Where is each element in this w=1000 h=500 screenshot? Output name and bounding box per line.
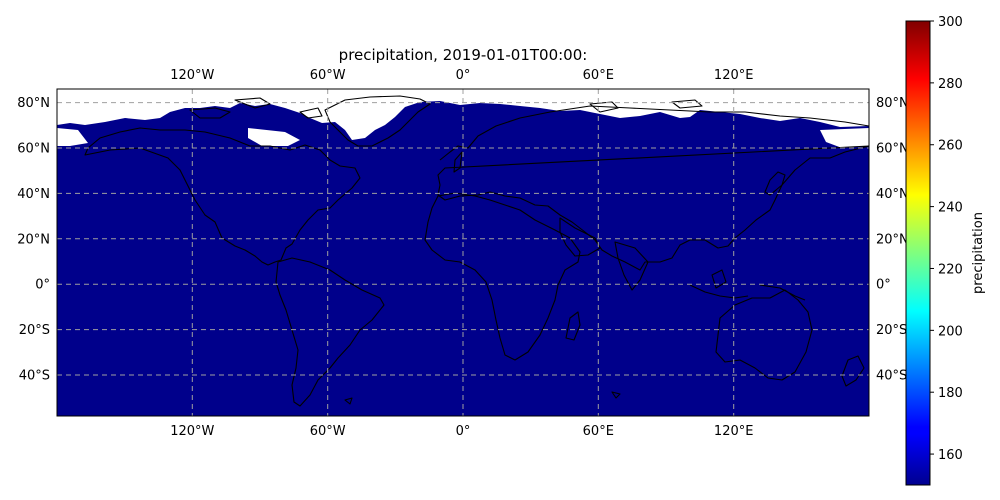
missing-data-region-3 (57, 128, 88, 146)
coastline-indonesia (689, 269, 806, 301)
coastline-india (614, 241, 649, 291)
colorbar-ticks: 160 180 200 220 240 260 280 300 (930, 15, 963, 463)
coastline-madagascar (565, 311, 581, 341)
map-panel (57, 89, 869, 416)
left-lat-label-40n: 40°N (17, 187, 50, 202)
colorbar-label: precipitation (971, 212, 986, 294)
bottom-lon-label-60e: 60°E (583, 424, 614, 439)
coastline-new-zealand (841, 355, 865, 387)
colorbar-tick-label-180: 180 (938, 386, 963, 401)
colorbar-tick-label-300: 300 (938, 15, 963, 30)
left-lat-label-20s: 20°S (19, 323, 50, 338)
right-lat-label-60n: 60°N (876, 142, 909, 157)
coastline-north-america (84, 127, 361, 266)
left-lat-label-20n: 20°N (17, 232, 50, 247)
coastline-uk (453, 151, 463, 173)
top-lon-label-60w: 60°W (310, 68, 346, 83)
coastline-australia (715, 289, 813, 381)
coastline-arabia (559, 217, 601, 257)
colorbar-gradient (905, 20, 931, 486)
colorbar-tick-label-160: 160 (938, 448, 963, 463)
missing-data-region-2 (248, 128, 300, 146)
coastline-africa (424, 192, 581, 361)
colorbar-tick-label-260: 260 (938, 139, 963, 154)
right-lat-label-40s: 40°S (876, 369, 907, 384)
coastline-greenland (324, 95, 431, 147)
bottom-lon-label-0: 0° (456, 424, 471, 439)
right-lat-label-40n: 40°N (876, 187, 909, 202)
bottom-lon-label-60w: 60°W (310, 424, 346, 439)
chart-title: precipitation, 2019-01-01T00:00: (339, 46, 588, 64)
left-lat-label-60n: 60°N (17, 142, 50, 157)
top-lon-label-120w: 120°W (170, 68, 214, 83)
missing-data-region-4 (820, 128, 869, 148)
bottom-lon-label-120w: 120°W (170, 424, 214, 439)
colorbar-tick-label-280: 280 (938, 77, 963, 92)
colorbar: 160 180 200 220 240 260 280 300 precipitation (905, 15, 986, 486)
map-frame (56, 88, 870, 417)
top-lon-label-120e: 120°E (714, 68, 754, 83)
left-lat-label-80n: 80°N (17, 96, 50, 111)
right-lat-label-80n: 80°N (876, 96, 909, 111)
coastline-arctic-islands (189, 97, 703, 119)
right-lat-label-0: 0° (876, 278, 891, 293)
left-lat-label-0: 0° (35, 278, 50, 293)
top-lon-label-0: 0° (456, 68, 471, 83)
coastlines (84, 95, 869, 407)
gridlines (57, 89, 869, 416)
coastline-antarctic-south-georgia (344, 391, 621, 405)
colorbar-tick-label-220: 220 (938, 262, 963, 277)
right-lat-label-20s: 20°S (876, 323, 907, 338)
top-lon-label-60e: 60°E (583, 68, 614, 83)
bottom-lon-label-120e: 120°E (714, 424, 754, 439)
missing-data-region (57, 89, 869, 140)
colorbar-tick-label-200: 200 (938, 324, 963, 339)
left-lat-label-40s: 40°S (19, 369, 50, 384)
right-lat-label-20n: 20°N (876, 232, 909, 247)
coastline-japan (764, 171, 786, 196)
colorbar-tick-label-240: 240 (938, 201, 963, 216)
tick-labels: 120°W 60°W 0° 60°E 120°E 120°W 60°W 0° 6… (17, 68, 909, 439)
